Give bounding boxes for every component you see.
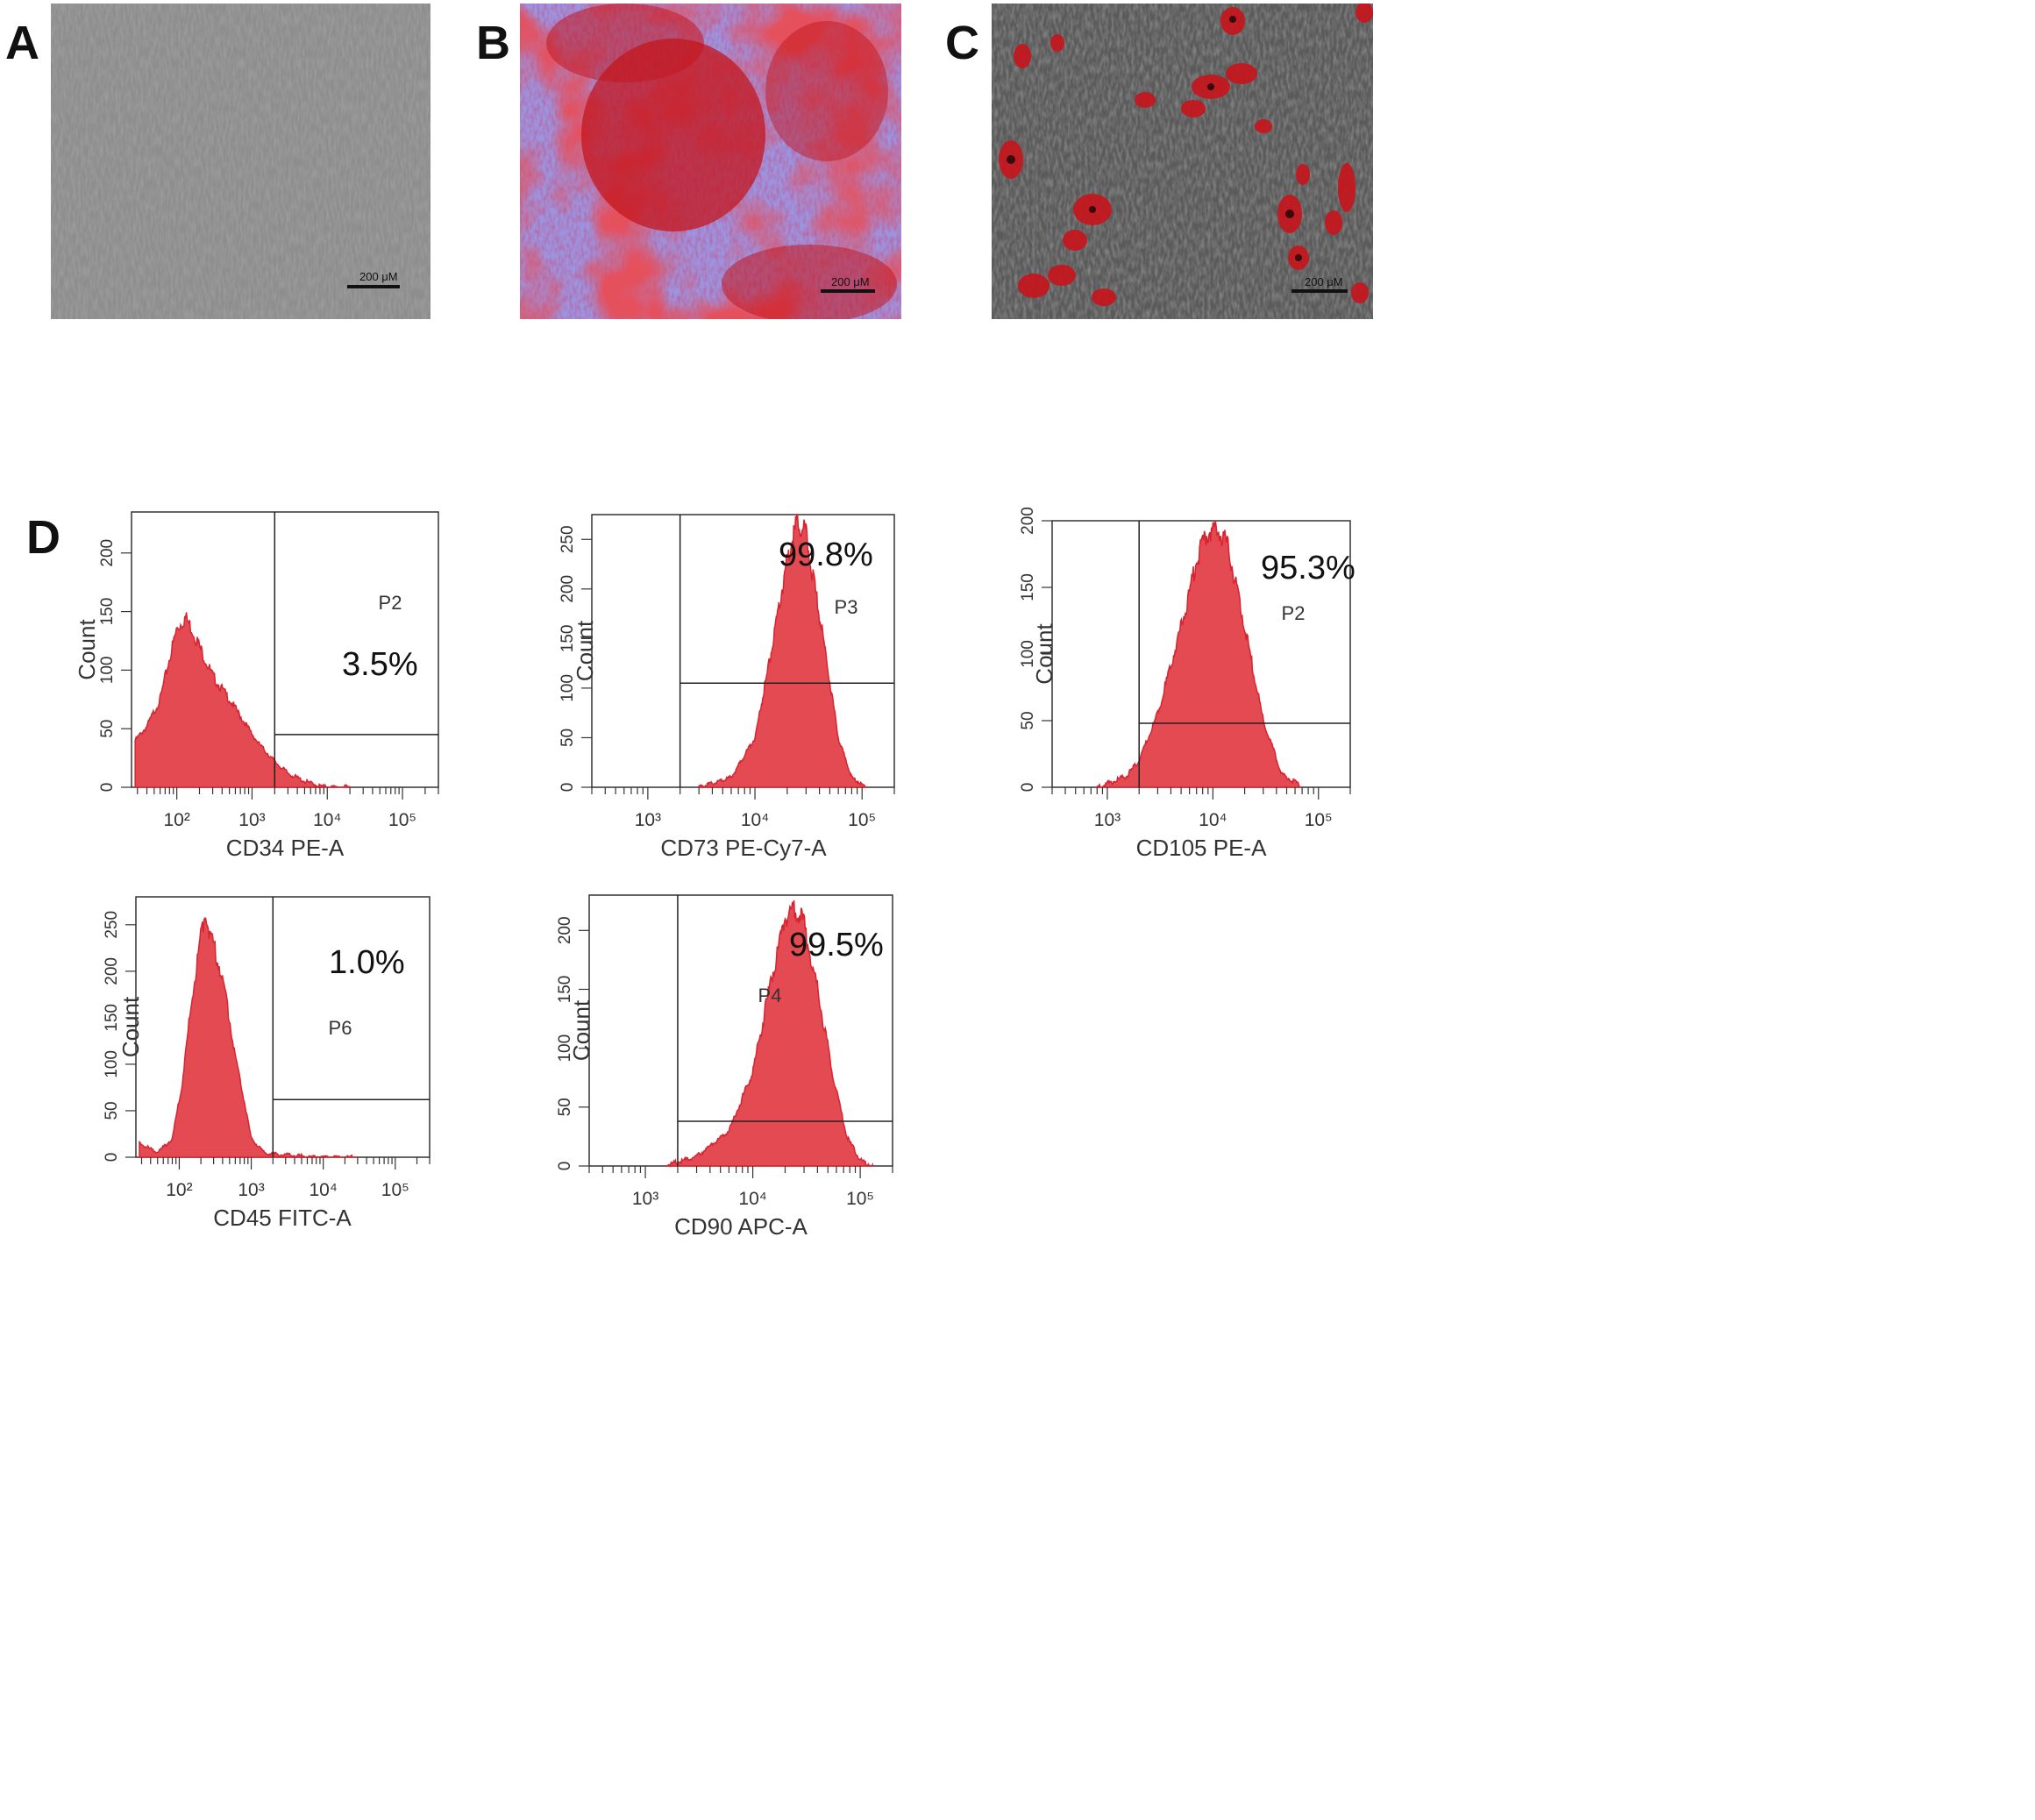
micrograph-a xyxy=(51,4,430,319)
gate-name: P2 xyxy=(1282,602,1306,624)
gate-name: P4 xyxy=(758,985,782,1006)
x-axis-title: CD90 APC-A xyxy=(674,1213,808,1240)
y-tick-label: 200 xyxy=(559,575,577,603)
y-tick-label: 50 xyxy=(1019,711,1037,729)
histogram-3: 10³ 10⁴ 10⁵ 0 50 100 150 200 Count CD105 PE-A P2 95… xyxy=(1019,507,1355,861)
x-tick-label: 10⁵ xyxy=(1305,810,1333,830)
histogram-4: 10² 10³ 10⁴ 10⁵ 0 50 100 150 200 250 Count CD45 FIT… xyxy=(103,896,430,1231)
y-tick-label: 0 xyxy=(98,783,117,793)
y-tick-label: 150 xyxy=(556,976,574,1004)
gate-percent: 99.5% xyxy=(789,927,884,963)
x-tick-label: 10² xyxy=(163,810,189,830)
y-tick-label: 0 xyxy=(1019,783,1037,793)
y-axis-title: Count xyxy=(1031,623,1057,685)
x-tick-label: 10⁴ xyxy=(1199,810,1227,830)
x-tick-label: 10⁴ xyxy=(309,1180,337,1200)
x-axis-title: CD45 FITC-A xyxy=(213,1205,352,1231)
x-tick-label: 10⁵ xyxy=(388,810,416,830)
y-tick-label: 50 xyxy=(559,729,577,747)
panel-letter-b: B xyxy=(476,17,510,69)
x-tick-label: 10⁵ xyxy=(846,1189,874,1209)
gate-percent: 99.8% xyxy=(779,537,873,573)
y-tick-label: 100 xyxy=(103,1050,121,1078)
x-tick-label: 10² xyxy=(166,1180,192,1200)
gate-percent: 3.5% xyxy=(342,646,418,683)
gate-percent: 95.3% xyxy=(1261,550,1355,587)
histogram-2: 10³ 10⁴ 10⁵ 0 50 100 150 200 250 Count CD73 PE-Cy7… xyxy=(559,514,895,861)
y-tick-label: 200 xyxy=(103,957,121,985)
x-tick-label: 10³ xyxy=(238,810,265,830)
y-tick-label: 50 xyxy=(556,1098,574,1116)
y-tick-label: 100 xyxy=(98,657,117,685)
x-axis-title: CD105 PE-A xyxy=(1136,835,1267,861)
y-tick-label: 150 xyxy=(98,598,117,626)
y-tick-label: 150 xyxy=(103,1004,121,1032)
scale-label-a: 200 μM xyxy=(359,270,398,283)
scale-bar-b xyxy=(821,289,875,293)
x-axis-ticks xyxy=(140,1157,430,1169)
x-axis-ticks xyxy=(137,787,439,800)
y-tick-label: 0 xyxy=(559,783,577,793)
y-tick-label: 100 xyxy=(556,1034,574,1063)
histogram-area xyxy=(1096,520,1303,788)
x-tick-label: 10³ xyxy=(238,1180,264,1200)
scale-label-b: 200 μM xyxy=(831,275,870,288)
y-tick-label: 250 xyxy=(559,525,577,553)
y-tick-label: 200 xyxy=(1019,507,1037,535)
panel-letter-a: A xyxy=(5,17,39,69)
micrograph-c xyxy=(992,4,1373,319)
y-axis-title: Count xyxy=(74,619,100,680)
gate-name: P2 xyxy=(379,592,402,614)
histogram-area xyxy=(134,612,352,789)
y-tick-label: 200 xyxy=(556,916,574,944)
y-axis-title: Count xyxy=(568,999,594,1061)
x-tick-label: 10⁴ xyxy=(313,810,341,830)
x-tick-label: 10⁵ xyxy=(381,1180,409,1200)
histogram-area xyxy=(698,514,867,789)
panel-letter-d: D xyxy=(26,511,60,564)
x-tick-label: 10⁵ xyxy=(848,810,876,830)
y-tick-label: 0 xyxy=(556,1162,574,1171)
gate-percent: 1.0% xyxy=(329,944,405,981)
y-axis-title: Count xyxy=(117,996,144,1057)
scale-bar-c xyxy=(1291,289,1348,293)
histogram-1: 10² 10³ 10⁴ 10⁵ 0 50 100 150 200 Count CD34 PE-A P2… xyxy=(74,511,439,861)
scale-bar-a xyxy=(347,285,400,288)
x-tick-label: 10⁴ xyxy=(741,810,769,830)
x-axis-title: CD73 PE-Cy7-A xyxy=(660,835,827,861)
y-tick-label: 50 xyxy=(103,1101,121,1120)
gate-name: P6 xyxy=(329,1017,352,1039)
histogram-area xyxy=(139,917,358,1158)
y-tick-label: 250 xyxy=(103,911,121,939)
x-axis-ticks xyxy=(1051,787,1351,800)
x-axis-title: CD34 PE-A xyxy=(226,835,345,861)
y-tick-label: 200 xyxy=(98,539,117,567)
y-tick-label: 0 xyxy=(103,1153,121,1162)
x-tick-label: 10³ xyxy=(1094,810,1121,830)
y-axis-title: Count xyxy=(572,620,598,681)
gate-name: P3 xyxy=(835,596,858,618)
x-tick-label: 10⁴ xyxy=(738,1189,766,1209)
panel-letter-c: C xyxy=(945,17,979,69)
histogram-5: 10³ 10⁴ 10⁵ 0 50 100 150 200 Count CD90 APC-A P4 99… xyxy=(556,894,893,1240)
micrograph-b xyxy=(520,4,901,319)
x-axis-ticks xyxy=(588,1166,893,1178)
scale-label-c: 200 μM xyxy=(1305,275,1343,288)
y-tick-label: 100 xyxy=(559,674,577,702)
y-tick-label: 50 xyxy=(98,720,117,738)
y-tick-label: 150 xyxy=(1019,573,1037,601)
y-tick-label: 100 xyxy=(1019,640,1037,668)
x-tick-label: 10³ xyxy=(635,810,661,830)
histogram-area xyxy=(664,899,873,1168)
y-tick-label: 150 xyxy=(559,625,577,653)
x-axis-ticks xyxy=(591,787,895,800)
x-tick-label: 10³ xyxy=(632,1189,658,1209)
